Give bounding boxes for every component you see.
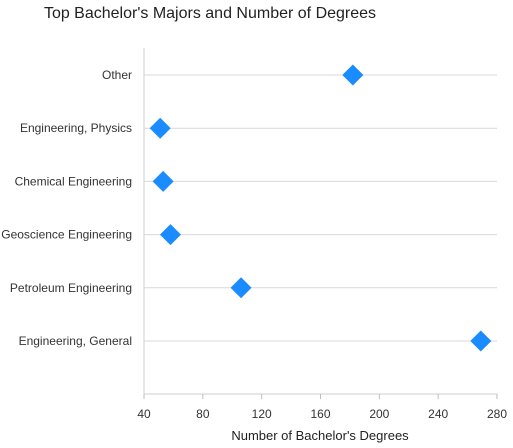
x-tick-label: 160: [310, 407, 330, 421]
category-label: Geoscience Engineering: [1, 228, 132, 242]
category-labels: Other Engineering, Physics Chemical Engine…: [1, 68, 132, 348]
category-label: Other: [102, 68, 132, 82]
category-label: Engineering, Physics: [20, 121, 132, 135]
x-tick-label: 280: [487, 407, 507, 421]
x-tick-label: 200: [369, 407, 389, 421]
x-tick-label: 80: [196, 407, 210, 421]
data-points: [149, 64, 492, 352]
axes: [143, 48, 497, 395]
category-label: Chemical Engineering: [15, 174, 132, 188]
x-tick-labels: 40 80 120 160 200 240 280: [137, 394, 507, 421]
category-label: Petroleum Engineering: [10, 281, 132, 295]
grid-lines: [144, 74, 497, 342]
data-point: [230, 277, 252, 299]
x-axis-title: Number of Bachelor's Degrees: [231, 428, 409, 443]
data-point: [470, 330, 492, 352]
data-point: [159, 224, 181, 246]
chart-title: Top Bachelor's Majors and Number of Degr…: [44, 5, 376, 22]
x-tick-label: 40: [137, 407, 151, 421]
x-tick-label: 240: [428, 407, 448, 421]
category-label: Engineering, General: [19, 334, 132, 348]
data-point: [342, 64, 364, 86]
data-point: [149, 117, 171, 139]
data-point: [152, 170, 174, 192]
x-tick-label: 120: [252, 407, 272, 421]
